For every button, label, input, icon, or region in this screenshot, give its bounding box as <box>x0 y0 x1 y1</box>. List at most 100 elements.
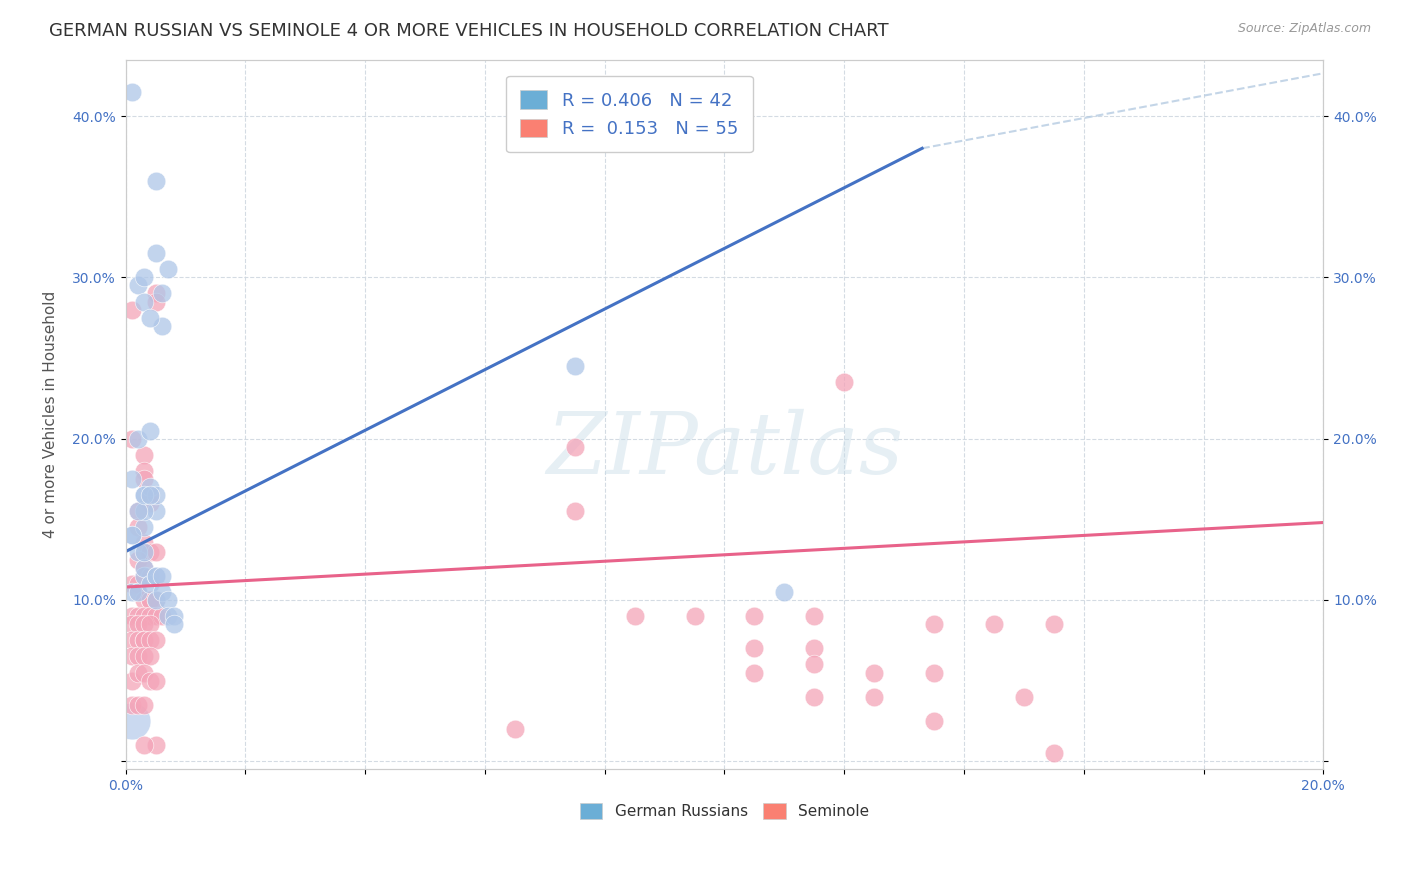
Point <box>132 593 155 607</box>
Point <box>127 504 149 518</box>
Point <box>145 568 167 582</box>
Point <box>132 536 155 550</box>
Point <box>132 488 155 502</box>
Point <box>150 286 173 301</box>
Point <box>138 593 160 607</box>
Point <box>138 488 160 502</box>
Point <box>983 617 1005 632</box>
Y-axis label: 4 or more Vehicles in Household: 4 or more Vehicles in Household <box>44 291 58 538</box>
Point <box>138 424 160 438</box>
Point <box>138 488 160 502</box>
Point <box>803 641 825 656</box>
Point <box>132 504 155 518</box>
Point <box>503 722 526 736</box>
Point <box>121 85 143 99</box>
Point <box>132 488 155 502</box>
Point <box>863 665 886 680</box>
Point <box>121 585 143 599</box>
Point <box>145 633 167 648</box>
Point <box>138 649 160 664</box>
Point <box>127 609 149 624</box>
Point <box>138 673 160 688</box>
Point <box>138 544 160 558</box>
Point <box>1043 746 1066 760</box>
Point <box>145 504 167 518</box>
Point <box>564 359 586 373</box>
Point <box>145 488 167 502</box>
Point <box>132 568 155 582</box>
Legend: German Russians, Seminole: German Russians, Seminole <box>574 797 876 825</box>
Text: GERMAN RUSSIAN VS SEMINOLE 4 OR MORE VEHICLES IN HOUSEHOLD CORRELATION CHART: GERMAN RUSSIAN VS SEMINOLE 4 OR MORE VEH… <box>49 22 889 40</box>
Point <box>1012 690 1035 704</box>
Point <box>150 318 173 333</box>
Point <box>138 310 160 325</box>
Point <box>127 504 149 518</box>
Point <box>132 464 155 478</box>
Point <box>132 544 155 558</box>
Point <box>121 302 143 317</box>
Point <box>132 568 155 582</box>
Point <box>145 593 167 607</box>
Point <box>145 544 167 558</box>
Point <box>132 698 155 712</box>
Point <box>145 673 167 688</box>
Point <box>121 576 143 591</box>
Point <box>1043 617 1066 632</box>
Point <box>145 568 167 582</box>
Point <box>132 633 155 648</box>
Point <box>127 633 149 648</box>
Point <box>127 544 149 558</box>
Text: Source: ZipAtlas.com: Source: ZipAtlas.com <box>1237 22 1371 36</box>
Point <box>138 480 160 494</box>
Point <box>156 593 179 607</box>
Point <box>922 714 945 728</box>
Point <box>127 698 149 712</box>
Point <box>150 585 173 599</box>
Point <box>127 617 149 632</box>
Point <box>132 633 155 648</box>
Point <box>623 609 645 624</box>
Point <box>145 609 167 624</box>
Point <box>127 585 149 599</box>
Point <box>138 568 160 582</box>
Point <box>803 657 825 672</box>
Point <box>132 270 155 285</box>
Point <box>922 665 945 680</box>
Point <box>132 560 155 574</box>
Point <box>832 375 855 389</box>
Point <box>138 633 160 648</box>
Point <box>803 690 825 704</box>
Point <box>145 173 167 187</box>
Point <box>564 504 586 518</box>
Point <box>564 440 586 454</box>
Point <box>132 665 155 680</box>
Point <box>138 609 160 624</box>
Point <box>121 528 143 542</box>
Point <box>162 617 184 632</box>
Point <box>132 609 155 624</box>
Point <box>121 673 143 688</box>
Point <box>121 609 143 624</box>
Point <box>922 617 945 632</box>
Point <box>127 585 149 599</box>
Point <box>132 520 155 534</box>
Point <box>121 633 143 648</box>
Point <box>744 665 766 680</box>
Point <box>162 609 184 624</box>
Point <box>803 609 825 624</box>
Point <box>132 448 155 462</box>
Point <box>156 609 179 624</box>
Point <box>138 593 160 607</box>
Point <box>132 738 155 752</box>
Text: ZIPatlas: ZIPatlas <box>546 409 903 491</box>
Point <box>127 432 149 446</box>
Point <box>127 552 149 566</box>
Point <box>132 560 155 574</box>
Point <box>138 496 160 510</box>
Point <box>744 609 766 624</box>
Point <box>145 246 167 260</box>
Point <box>132 617 155 632</box>
Point <box>127 665 149 680</box>
Point <box>138 617 160 632</box>
Point <box>121 432 143 446</box>
